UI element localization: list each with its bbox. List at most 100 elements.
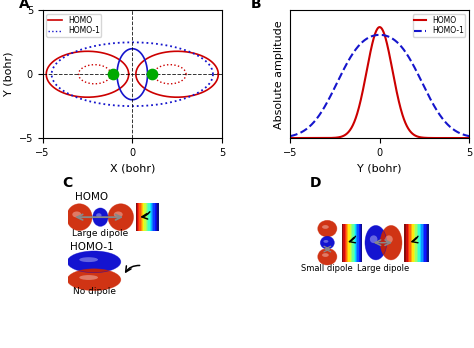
HOMO xyxy=(463,136,468,140)
Ellipse shape xyxy=(365,226,387,260)
Ellipse shape xyxy=(67,269,121,291)
HOMO-1 xyxy=(435,109,440,113)
Y-axis label: Y (bohr): Y (bohr) xyxy=(3,52,13,96)
Bar xyxy=(136,203,137,231)
HOMO xyxy=(287,136,293,140)
Bar xyxy=(409,223,410,262)
Text: HOMO-1: HOMO-1 xyxy=(70,242,113,252)
HOMO xyxy=(384,43,390,47)
Ellipse shape xyxy=(370,235,377,243)
HOMO-1 xyxy=(372,33,378,37)
HOMO-1 xyxy=(374,33,379,37)
Bar xyxy=(343,223,345,262)
Legend: HOMO, HOMO-1: HOMO, HOMO-1 xyxy=(46,14,101,37)
Bar xyxy=(426,223,428,262)
Ellipse shape xyxy=(322,253,329,257)
Ellipse shape xyxy=(114,212,123,218)
Bar xyxy=(360,223,361,262)
Point xyxy=(148,71,156,77)
Bar xyxy=(346,223,347,262)
HOMO-1 xyxy=(287,134,293,138)
Text: HOMO: HOMO xyxy=(75,192,108,202)
Bar xyxy=(408,223,409,262)
Bar xyxy=(361,223,363,262)
Ellipse shape xyxy=(79,275,98,280)
X-axis label: Y (bohr): Y (bohr) xyxy=(357,163,402,173)
Bar xyxy=(354,223,355,262)
Bar xyxy=(352,223,354,262)
Ellipse shape xyxy=(320,236,334,249)
Bar xyxy=(414,223,415,262)
Ellipse shape xyxy=(322,225,329,229)
Bar xyxy=(421,223,423,262)
Legend: HOMO, HOMO-1: HOMO, HOMO-1 xyxy=(413,14,465,37)
Bar xyxy=(420,223,421,262)
Line: HOMO-1: HOMO-1 xyxy=(290,35,469,136)
Bar xyxy=(138,203,139,231)
HOMO-1 xyxy=(394,40,400,44)
Bar xyxy=(157,203,158,231)
Bar xyxy=(143,203,145,231)
Bar xyxy=(417,223,418,262)
Text: Large dipole: Large dipole xyxy=(357,264,410,273)
X-axis label: X (bohr): X (bohr) xyxy=(109,163,155,173)
Bar xyxy=(347,223,348,262)
Bar xyxy=(345,223,346,262)
Ellipse shape xyxy=(318,248,337,265)
Y-axis label: Absolute amplitude: Absolute amplitude xyxy=(274,20,284,128)
HOMO xyxy=(466,136,472,140)
Bar xyxy=(156,203,157,231)
HOMO xyxy=(394,91,400,95)
Line: HOMO: HOMO xyxy=(290,27,469,138)
Bar xyxy=(154,203,155,231)
Ellipse shape xyxy=(79,257,98,262)
Ellipse shape xyxy=(323,240,328,243)
Ellipse shape xyxy=(96,213,101,218)
Bar xyxy=(410,223,412,262)
Bar xyxy=(142,203,143,231)
Bar xyxy=(149,203,151,231)
Ellipse shape xyxy=(73,212,81,218)
HOMO xyxy=(372,32,378,36)
Bar xyxy=(412,223,414,262)
Ellipse shape xyxy=(385,235,393,243)
Bar xyxy=(146,203,147,231)
HOMO-1 xyxy=(463,133,468,137)
Text: Large dipole: Large dipole xyxy=(72,229,128,238)
Ellipse shape xyxy=(380,226,402,260)
Bar xyxy=(141,203,142,231)
Text: C: C xyxy=(62,175,73,190)
Bar xyxy=(418,223,420,262)
Bar xyxy=(137,203,138,231)
Bar xyxy=(342,223,343,262)
Bar xyxy=(423,223,424,262)
HOMO-1 xyxy=(377,33,383,37)
Bar xyxy=(356,223,357,262)
HOMO-1 xyxy=(466,134,472,138)
Bar xyxy=(139,203,141,231)
HOMO-1 xyxy=(384,34,390,38)
Bar xyxy=(148,203,150,231)
Ellipse shape xyxy=(318,220,337,237)
Ellipse shape xyxy=(66,204,92,231)
Bar xyxy=(424,223,426,262)
Text: Small dipole: Small dipole xyxy=(301,264,353,273)
Bar xyxy=(415,223,417,262)
Bar xyxy=(357,223,359,262)
Bar xyxy=(404,223,406,262)
Bar xyxy=(348,223,350,262)
Bar xyxy=(350,223,351,262)
Text: B: B xyxy=(251,0,261,11)
Text: A: A xyxy=(19,0,30,11)
Ellipse shape xyxy=(108,204,134,231)
Bar xyxy=(147,203,148,231)
Point xyxy=(109,71,116,77)
Bar xyxy=(155,203,156,231)
HOMO xyxy=(435,136,440,140)
Bar xyxy=(359,223,360,262)
Ellipse shape xyxy=(67,251,121,273)
HOMO xyxy=(377,25,383,29)
Bar xyxy=(152,203,154,231)
Text: D: D xyxy=(310,175,321,190)
Bar xyxy=(406,223,408,262)
